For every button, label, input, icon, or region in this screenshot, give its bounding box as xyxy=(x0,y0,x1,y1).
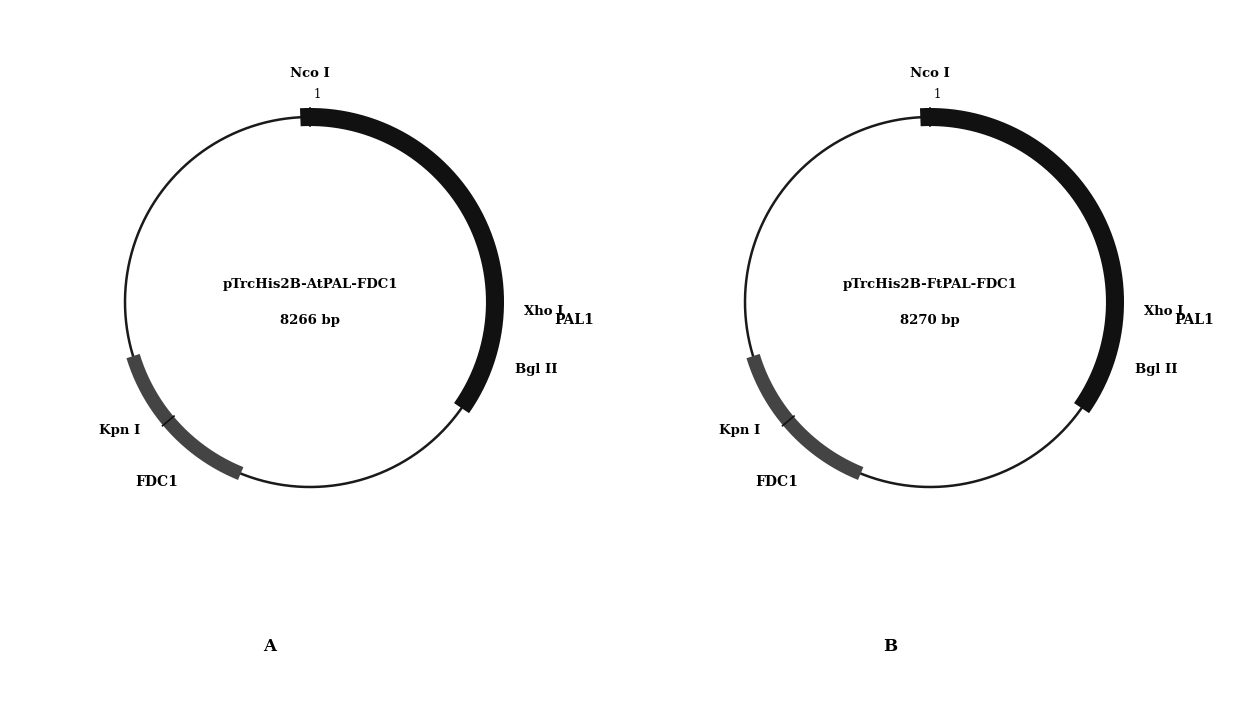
Text: PAL1: PAL1 xyxy=(554,313,594,327)
Text: pTrcHis2B-FtPAL-FDC1: pTrcHis2B-FtPAL-FDC1 xyxy=(842,277,1018,291)
Text: Kpn I: Kpn I xyxy=(99,424,140,437)
Text: 8270 bp: 8270 bp xyxy=(900,314,960,326)
Text: pTrcHis2B-AtPAL-FDC1: pTrcHis2B-AtPAL-FDC1 xyxy=(222,277,398,291)
Text: Xho I: Xho I xyxy=(523,305,563,318)
Text: FDC1: FDC1 xyxy=(755,475,797,489)
Text: Bgl II: Bgl II xyxy=(515,363,558,376)
Text: B: B xyxy=(883,639,897,656)
Text: Nco I: Nco I xyxy=(290,67,330,80)
Text: Kpn I: Kpn I xyxy=(719,424,760,437)
Text: PAL1: PAL1 xyxy=(1174,313,1214,327)
Text: Xho I: Xho I xyxy=(1143,305,1183,318)
Text: 1: 1 xyxy=(934,88,941,101)
Text: FDC1: FDC1 xyxy=(135,475,177,489)
Text: A: A xyxy=(263,639,277,656)
Text: Nco I: Nco I xyxy=(910,67,950,80)
Text: 8266 bp: 8266 bp xyxy=(280,314,340,326)
Text: Bgl II: Bgl II xyxy=(1135,363,1178,376)
Text: 1: 1 xyxy=(314,88,321,101)
